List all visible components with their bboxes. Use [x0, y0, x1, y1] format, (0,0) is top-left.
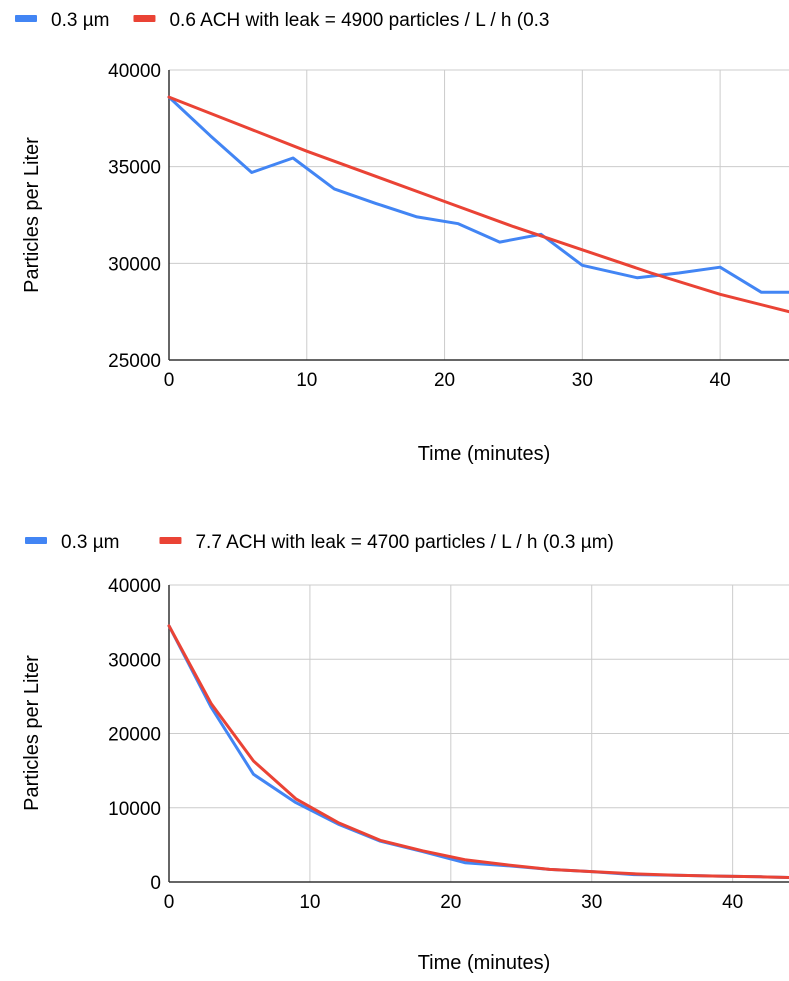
chart1-x-tick-label: 40 — [710, 370, 731, 391]
chart1-x-tick-label: 0 — [164, 370, 175, 391]
chart2-legend-swatch-1 — [25, 537, 47, 544]
chart1-legend-label-1: 0.3 µm — [51, 10, 109, 31]
chart2-legend-label-1: 0.3 µm — [61, 532, 119, 553]
chart1-legend-label-2: 0.6 ACH with leak = 4900 particles / L /… — [169, 10, 549, 31]
chart2-x-tick-label: 30 — [581, 892, 602, 913]
chart1-legend-swatch-1 — [15, 15, 37, 22]
chart2-x-axis-title: Time (minutes) — [418, 952, 551, 974]
chart1-y-tick-label: 40000 — [108, 61, 161, 82]
chart1-y-axis-title: Particles per Liter — [21, 137, 43, 293]
chart2-y-axis-title: Particles per Liter — [21, 655, 43, 811]
chart2-x-tick-label: 40 — [722, 892, 743, 913]
chart2-y-tick-label: 0 — [150, 873, 161, 894]
chart2-x-tick-label: 20 — [440, 892, 461, 913]
chart2-x-tick-label: 10 — [299, 892, 320, 913]
chart2-y-tick-label: 10000 — [108, 799, 161, 820]
chart2-legend-swatch-2 — [159, 537, 182, 544]
chart1-y-tick-label: 35000 — [108, 158, 161, 179]
chart1-y-tick-label: 25000 — [108, 351, 161, 372]
chart2-legend-label-2: 7.7 ACH with leak = 4700 particles / L /… — [195, 532, 613, 553]
chart1-x-tick-label: 30 — [572, 370, 593, 391]
chart1-x-tick-label: 10 — [296, 370, 317, 391]
chart2-series-line-2 — [167, 624, 789, 879]
chart2-series-line-1 — [167, 624, 789, 879]
chart1-y-tick-label: 30000 — [108, 254, 161, 275]
chart2-y-tick-label: 40000 — [108, 576, 161, 597]
chart1-series-line-1 — [167, 95, 789, 294]
chart2-y-tick-label: 20000 — [108, 725, 161, 746]
chart1-series-line-2 — [167, 95, 789, 314]
chart1-legend-swatch-2 — [133, 15, 156, 22]
chart2-x-tick-label: 0 — [164, 892, 175, 913]
chart1-x-tick-label: 20 — [434, 370, 455, 391]
chart1-x-axis-title: Time (minutes) — [418, 443, 551, 465]
chart2-y-tick-label: 30000 — [108, 650, 161, 671]
